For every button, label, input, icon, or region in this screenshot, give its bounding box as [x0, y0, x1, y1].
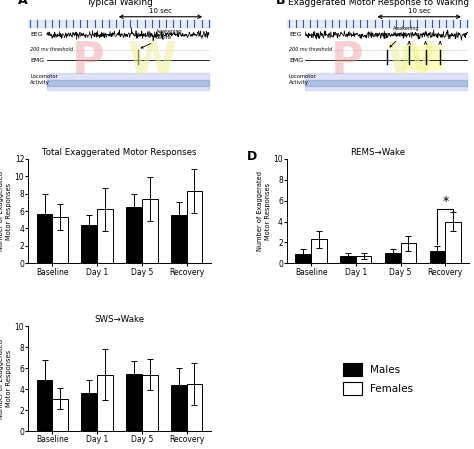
- Bar: [97, 374, 113, 431]
- Text: EEG: EEG: [289, 32, 301, 37]
- Title: Total Exaggerated Motor Responses: Total Exaggerated Motor Responses: [42, 148, 197, 157]
- Bar: [171, 385, 187, 431]
- Title: SWS→Wake: SWS→Wake: [94, 315, 145, 324]
- Bar: [311, 239, 327, 264]
- Bar: [36, 380, 53, 431]
- Bar: [385, 253, 401, 264]
- Bar: [287, 20, 469, 26]
- Y-axis label: Number of Exaggerated
Motor Responses: Number of Exaggerated Motor Responses: [0, 339, 12, 419]
- Text: EEG: EEG: [30, 32, 43, 37]
- Y-axis label: Number of Exaggerated
Motor Responses: Number of Exaggerated Motor Responses: [257, 171, 271, 251]
- Text: W: W: [386, 40, 436, 83]
- Y-axis label: Number of Exaggerated
Motor Responses: Number of Exaggerated Motor Responses: [0, 171, 12, 251]
- Bar: [82, 393, 97, 431]
- Text: Awakening
begins: Awakening begins: [390, 26, 419, 47]
- Text: Exaggerated Motor Response to Waking: Exaggerated Motor Response to Waking: [288, 0, 469, 7]
- Text: Locomotor
Activity: Locomotor Activity: [30, 74, 58, 84]
- Bar: [142, 199, 157, 264]
- Text: B: B: [276, 0, 286, 7]
- Bar: [46, 80, 209, 86]
- Bar: [53, 217, 68, 264]
- Bar: [126, 207, 142, 264]
- Title: REMS→Wake: REMS→Wake: [351, 148, 406, 157]
- Bar: [36, 214, 53, 264]
- Text: EMG: EMG: [289, 58, 303, 63]
- Text: 200 mv threshold: 200 mv threshold: [30, 47, 73, 52]
- Text: 10 sec: 10 sec: [149, 8, 172, 14]
- Text: Awakening
begins: Awakening begins: [141, 29, 182, 48]
- Bar: [340, 256, 356, 264]
- Bar: [305, 80, 467, 86]
- Text: Locomotor
Activity: Locomotor Activity: [289, 74, 317, 84]
- Bar: [46, 74, 209, 90]
- Bar: [187, 191, 202, 264]
- Bar: [401, 243, 416, 264]
- Text: EMG: EMG: [30, 58, 45, 63]
- Text: Typical Waking: Typical Waking: [86, 0, 153, 7]
- Text: W: W: [128, 40, 177, 83]
- Text: P: P: [72, 40, 105, 83]
- Bar: [142, 374, 157, 431]
- Text: 200 mv threshold: 200 mv threshold: [289, 47, 332, 52]
- Bar: [402, 45, 442, 69]
- Text: 10 sec: 10 sec: [408, 8, 431, 14]
- Bar: [356, 256, 372, 264]
- Text: D: D: [247, 150, 257, 163]
- Bar: [187, 384, 202, 431]
- Bar: [305, 74, 467, 90]
- Bar: [53, 399, 68, 431]
- Bar: [126, 374, 142, 431]
- Text: A: A: [18, 0, 27, 7]
- Bar: [295, 254, 311, 264]
- Text: *: *: [442, 195, 448, 208]
- Bar: [445, 221, 461, 264]
- Legend: Males, Females: Males, Females: [338, 358, 419, 400]
- Bar: [429, 251, 445, 264]
- Text: P: P: [331, 40, 364, 83]
- Bar: [97, 209, 113, 264]
- Bar: [28, 20, 210, 26]
- Bar: [171, 216, 187, 264]
- Bar: [82, 225, 97, 264]
